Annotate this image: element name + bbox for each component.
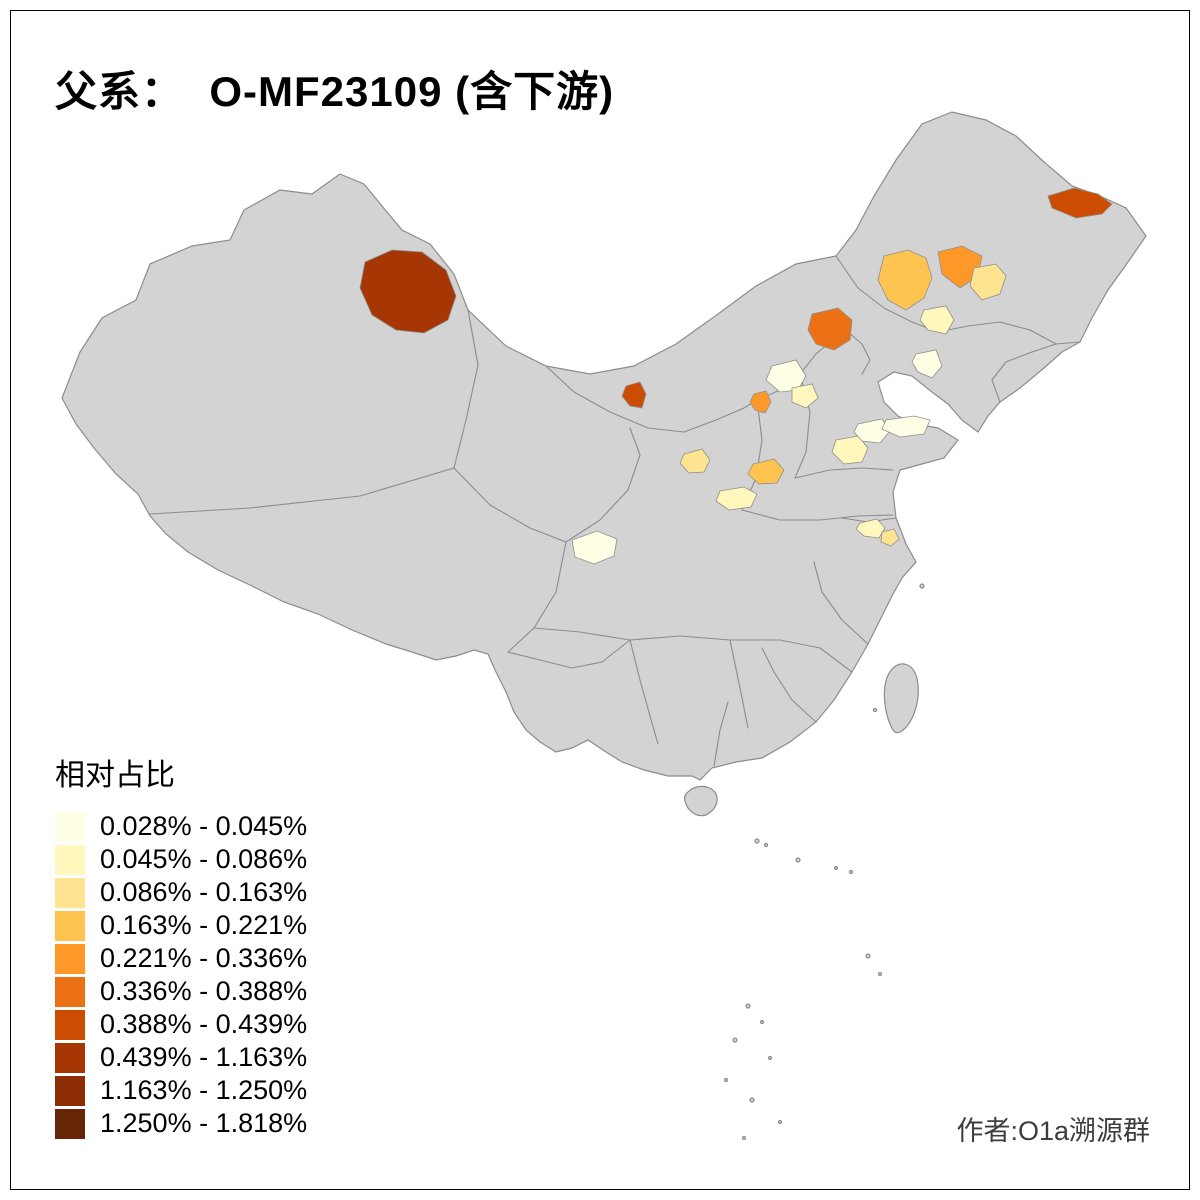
legend-label: 0.163% - 0.221% bbox=[100, 910, 308, 940]
legend-label: 1.163% - 1.250% bbox=[100, 1075, 308, 1105]
map-region bbox=[679, 448, 711, 474]
legend-swatch bbox=[55, 910, 85, 941]
map-region bbox=[791, 383, 819, 409]
legend-swatch bbox=[55, 811, 85, 842]
map-region bbox=[1047, 187, 1113, 219]
map-region bbox=[853, 418, 891, 444]
legend-item: 0.045% - 0.086% bbox=[55, 843, 307, 876]
map-region bbox=[715, 486, 758, 511]
map-region bbox=[621, 381, 647, 409]
map-region bbox=[969, 263, 1007, 301]
legend-item: 1.163% - 1.250% bbox=[55, 1074, 307, 1107]
legend-label: 0.439% - 1.163% bbox=[100, 1042, 308, 1072]
legend-item: 0.439% - 1.163% bbox=[55, 1041, 307, 1074]
legend-item: 0.086% - 0.163% bbox=[55, 876, 307, 909]
hainan-island bbox=[684, 785, 718, 817]
legend-swatch bbox=[55, 1042, 85, 1073]
attribution: 作者:O1a溯源群 bbox=[956, 1116, 1150, 1146]
figure-title: 父系： O-MF23109 (含下游) bbox=[55, 68, 615, 115]
map-region bbox=[877, 249, 933, 311]
map-region bbox=[749, 390, 772, 414]
map-region bbox=[881, 415, 931, 438]
legend-label: 0.336% - 0.388% bbox=[100, 976, 308, 1006]
legend-title: 相对占比 bbox=[55, 759, 175, 792]
legend-item: 1.250% - 1.818% bbox=[55, 1107, 307, 1140]
map-region bbox=[747, 458, 785, 485]
legend-item: 0.336% - 0.388% bbox=[55, 975, 307, 1008]
map-region bbox=[807, 307, 853, 351]
choropleth-regions bbox=[359, 187, 1113, 565]
legend-swatch bbox=[55, 1009, 85, 1040]
map-region bbox=[855, 518, 886, 539]
map-region bbox=[919, 305, 955, 335]
legend-label: 0.086% - 0.163% bbox=[100, 877, 308, 907]
legend-swatch bbox=[55, 844, 85, 875]
legend-item: 0.028% - 0.045% bbox=[55, 810, 307, 843]
legend-item: 0.221% - 0.336% bbox=[55, 942, 307, 975]
legend: 相对占比 0.028% - 0.045% 0.045% - 0.086% 0.0… bbox=[55, 750, 307, 1140]
legend-swatch bbox=[55, 1108, 85, 1139]
legend-swatch bbox=[55, 943, 85, 974]
legend-swatch bbox=[55, 976, 85, 1007]
legend-label: 1.250% - 1.818% bbox=[100, 1108, 308, 1138]
legend-label: 0.388% - 0.439% bbox=[100, 1009, 308, 1039]
map-region bbox=[359, 249, 457, 334]
legend-swatch bbox=[55, 877, 85, 908]
province-borders bbox=[149, 255, 1081, 767]
taiwan-island bbox=[883, 663, 919, 734]
map-region bbox=[880, 528, 900, 547]
map-region bbox=[911, 349, 943, 379]
legend-label: 0.221% - 0.336% bbox=[100, 943, 308, 973]
legend-item: 0.163% - 0.221% bbox=[55, 909, 307, 942]
legend-item: 0.388% - 0.439% bbox=[55, 1008, 307, 1041]
legend-label: 0.045% - 0.086% bbox=[100, 844, 308, 874]
south-china-sea-islets bbox=[723, 583, 925, 1141]
islands bbox=[684, 583, 925, 1141]
legend-label: 0.028% - 0.045% bbox=[100, 811, 308, 841]
legend-swatch bbox=[55, 1075, 85, 1106]
map-region bbox=[571, 530, 618, 565]
china-mainland-shape bbox=[61, 111, 1147, 781]
